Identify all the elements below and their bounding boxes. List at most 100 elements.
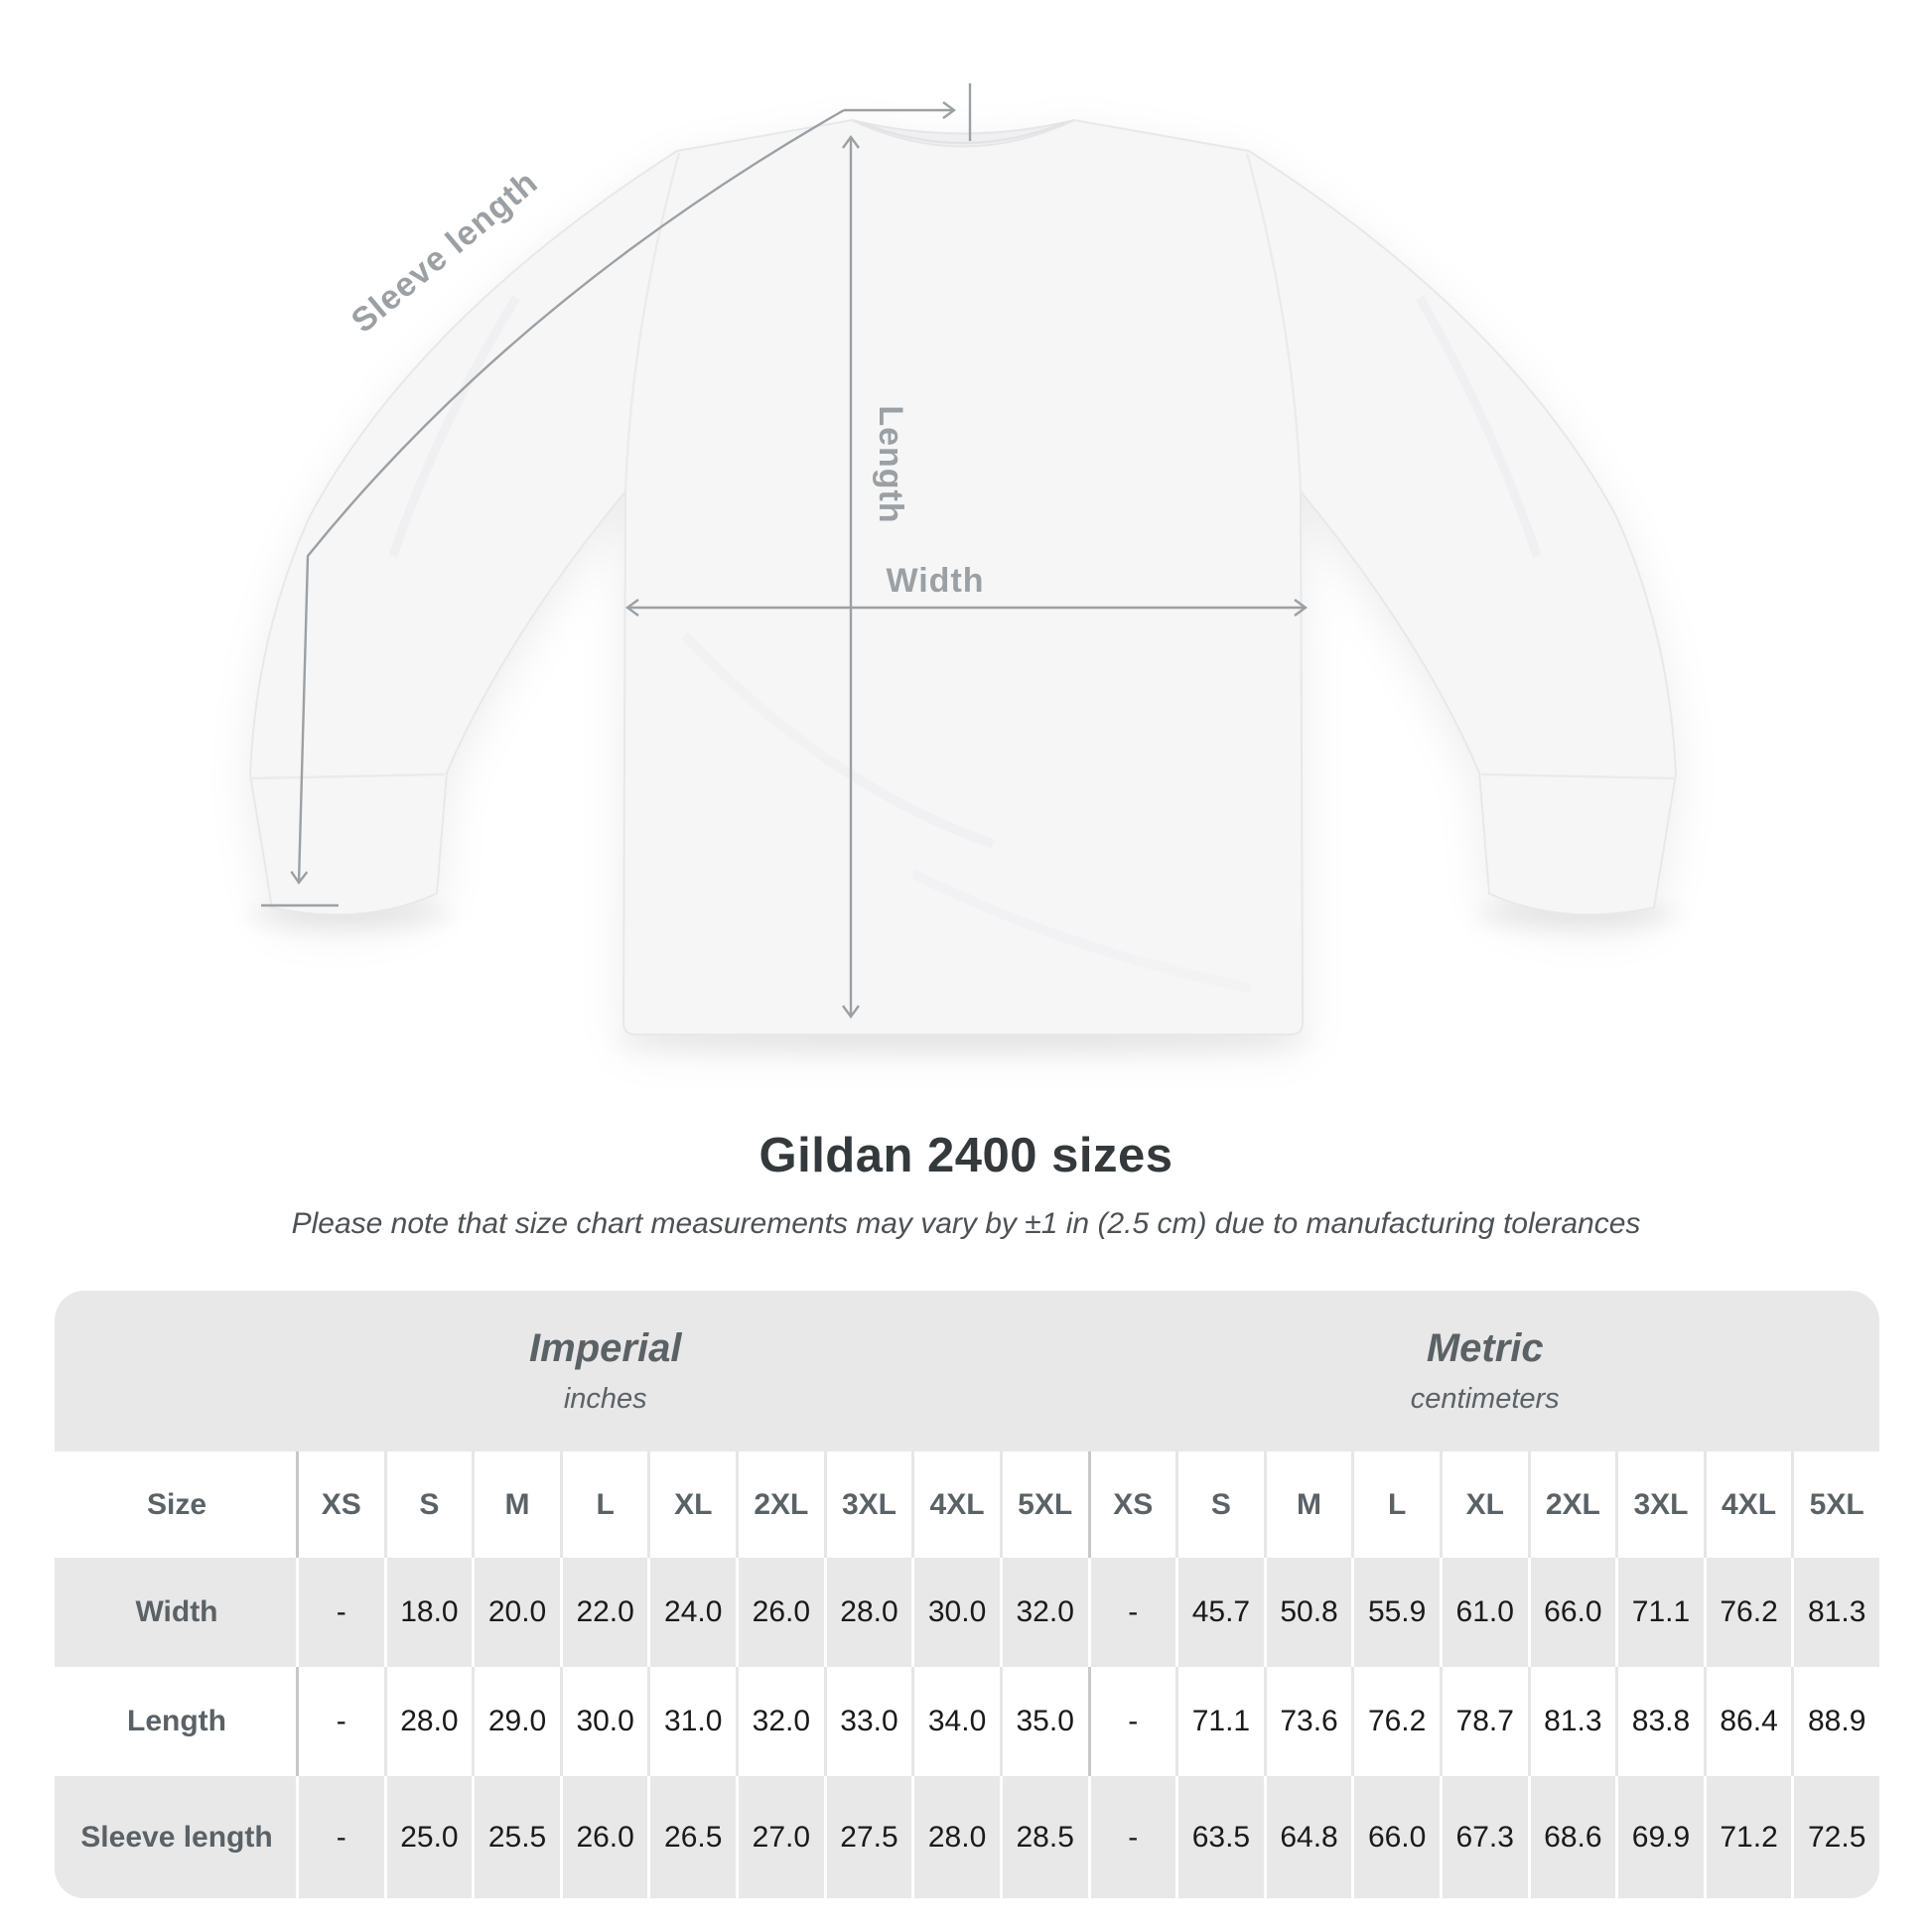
table-row-sleeve-length: Sleeve length -25.0 25.5 26.0 26.5 27.0 27.5 2…	[55, 1776, 1879, 1898]
value-cell-imperial: 31.0	[647, 1667, 736, 1776]
size-header-imperial-4xl: 4XL	[911, 1451, 1000, 1558]
collar-band	[851, 119, 1075, 148]
value-cell-metric: 50.8	[1263, 1558, 1352, 1667]
value-cell-imperial: 28.0	[383, 1667, 473, 1776]
size-header-imperial-s: S	[383, 1451, 473, 1558]
size-header-metric-3xl: 3XL	[1615, 1451, 1704, 1558]
value-cell-metric: 76.2	[1703, 1558, 1792, 1667]
value-cell-imperial: 26.0	[736, 1558, 824, 1667]
value-cell-metric: 78.7	[1439, 1667, 1528, 1776]
value-cell-metric: 71.1	[1175, 1667, 1264, 1776]
value-cell-imperial: 32.0	[736, 1667, 824, 1776]
value-cell-metric: 86.4	[1703, 1667, 1792, 1776]
value-cell-metric: 63.5	[1175, 1776, 1264, 1898]
value-cell-imperial: 32.0	[999, 1558, 1088, 1667]
value-cell-imperial: 27.5	[823, 1776, 912, 1898]
row-label-length: Length	[127, 1705, 226, 1737]
value-cell-metric: 68.6	[1527, 1776, 1616, 1898]
value-cell-imperial: 20.0	[472, 1558, 560, 1667]
length-label: Length	[872, 405, 909, 523]
value-cell-metric: 71.2	[1703, 1776, 1792, 1898]
value-cell-metric: 73.6	[1263, 1667, 1352, 1776]
value-cell-imperial: -	[296, 1558, 384, 1667]
value-cell-imperial: 26.5	[647, 1776, 736, 1898]
value-cell-metric: -	[1087, 1558, 1176, 1667]
table-row-length: Length -28.0 29.0 30.0 31.0 32.0 33.0 34.0 35.0…	[55, 1667, 1879, 1776]
value-cell-metric: 71.1	[1615, 1558, 1704, 1667]
size-header-imperial-3xl: 3XL	[823, 1451, 912, 1558]
left-cuff-seam	[251, 772, 446, 780]
size-header-imperial-2xl: 2XL	[736, 1451, 824, 1558]
shirt-body	[248, 118, 1678, 1035]
fabric-folds	[388, 295, 1542, 993]
sleeve-length-line	[290, 108, 845, 886]
width-label: Width	[886, 562, 984, 600]
value-cell-metric: 64.8	[1263, 1776, 1352, 1898]
size-table: Imperial inches Metric centimeters Size …	[55, 1291, 1879, 1898]
value-cell-imperial: 30.0	[911, 1558, 1000, 1667]
value-cell-imperial: 18.0	[383, 1558, 473, 1667]
size-header-metric-l: L	[1351, 1451, 1440, 1558]
size-header-metric-xs: XS	[1087, 1451, 1176, 1558]
measurement-lines	[261, 83, 1309, 1020]
tolerance-note: Please note that size chart measurements…	[291, 1207, 1641, 1240]
value-cell-metric: 67.3	[1439, 1776, 1528, 1898]
value-cell-imperial: 22.0	[559, 1558, 648, 1667]
size-header-imperial-l: L	[559, 1451, 648, 1558]
imperial-label: Imperial	[529, 1326, 682, 1370]
value-cell-metric: 81.3	[1527, 1667, 1616, 1776]
row-label-width: Width	[135, 1595, 218, 1628]
size-header-metric-5xl: 5XL	[1791, 1451, 1879, 1558]
shirt-diagram: Sleeve length Length Width	[245, 83, 1681, 1054]
value-cell-metric: 81.3	[1791, 1558, 1879, 1667]
value-cell-imperial: 33.0	[823, 1667, 912, 1776]
unit-group-header-row: Imperial inches Metric centimeters	[55, 1291, 1879, 1451]
size-header-metric-xl: XL	[1439, 1451, 1528, 1558]
value-cell-metric: 45.7	[1175, 1558, 1264, 1667]
value-cell-imperial: 28.5	[999, 1776, 1088, 1898]
value-cell-imperial: 25.0	[383, 1776, 473, 1898]
row-label-sleeve-length: Sleeve length	[80, 1820, 273, 1854]
value-cell-imperial: -	[296, 1776, 384, 1898]
size-header-metric-m: M	[1263, 1451, 1352, 1558]
value-cell-imperial: 27.0	[736, 1776, 824, 1898]
imperial-sublabel: inches	[563, 1383, 647, 1415]
value-cell-metric: 55.9	[1351, 1558, 1440, 1667]
value-cell-imperial: 34.0	[911, 1667, 1000, 1776]
value-cell-imperial: 24.0	[647, 1558, 736, 1667]
metric-sublabel: centimeters	[1410, 1383, 1560, 1415]
value-cell-imperial: 29.0	[472, 1667, 560, 1776]
value-cell-imperial: 28.0	[911, 1776, 1000, 1898]
right-cuff-seam	[1480, 772, 1675, 780]
size-header-metric-2xl: 2XL	[1527, 1451, 1616, 1558]
value-cell-metric: 61.0	[1439, 1558, 1528, 1667]
value-cell-imperial: -	[296, 1667, 384, 1776]
metric-group-header: Metric centimeters	[1088, 1291, 1880, 1451]
value-cell-imperial: 25.5	[472, 1776, 560, 1898]
size-header-imperial-5xl: 5XL	[999, 1451, 1088, 1558]
size-header-imperial-xs: XS	[296, 1451, 384, 1558]
value-cell-metric: 66.0	[1527, 1558, 1616, 1667]
metric-label: Metric	[1426, 1326, 1544, 1370]
size-header-metric-s: S	[1175, 1451, 1264, 1558]
long-sleeve-shirt	[248, 118, 1678, 1035]
title-block: Gildan 2400 sizes Please note that size …	[0, 1128, 1932, 1241]
value-cell-metric: 76.2	[1351, 1667, 1440, 1776]
size-header-imperial-m: M	[472, 1451, 560, 1558]
size-header-row: Size XS S M L XL 2XL 3XL 4XL 5XL XS S M L XL 2XL 3XL 4XL…	[55, 1451, 1879, 1558]
table-row-width: Width -18.0 20.0 22.0 24.0 26.0 28.0 30.0 32.0-…	[55, 1558, 1879, 1667]
value-cell-metric: 88.9	[1791, 1667, 1879, 1776]
collar-inner-seam	[861, 121, 1065, 145]
value-cell-metric: 66.0	[1351, 1776, 1440, 1898]
value-cell-imperial: 30.0	[559, 1667, 648, 1776]
value-cell-metric: -	[1087, 1776, 1176, 1898]
value-cell-metric: 69.9	[1615, 1776, 1704, 1898]
value-cell-metric: 72.5	[1791, 1776, 1879, 1898]
size-header-imperial-xl: XL	[647, 1451, 736, 1558]
size-header-metric-4xl: 4XL	[1703, 1451, 1792, 1558]
value-cell-metric: 83.8	[1615, 1667, 1704, 1776]
value-cell-metric: -	[1087, 1667, 1176, 1776]
value-cell-imperial: 35.0	[999, 1667, 1088, 1776]
right-armhole-seam	[1245, 152, 1303, 492]
